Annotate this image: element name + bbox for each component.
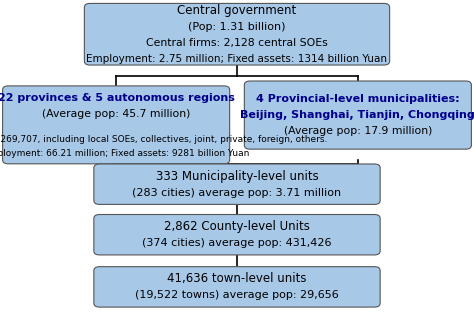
Text: (Pop: 1.31 billion): (Pop: 1.31 billion) xyxy=(188,22,286,32)
Text: 333 Municipality-level units: 333 Municipality-level units xyxy=(155,170,319,183)
FancyBboxPatch shape xyxy=(245,81,471,149)
Text: 22 provinces & 5 autonomous regions: 22 provinces & 5 autonomous regions xyxy=(0,93,235,103)
Text: Employment: 66.21 million; Fixed assets: 9281 billion Yuan: Employment: 66.21 million; Fixed assets:… xyxy=(0,149,249,157)
FancyBboxPatch shape xyxy=(94,267,380,307)
Text: 4 Provincial-level municipalities:: 4 Provincial-level municipalities: xyxy=(256,94,460,104)
Text: (374 cities) average pop: 431,426: (374 cities) average pop: 431,426 xyxy=(142,238,332,248)
Text: Employment: 2.75 million; Fixed assets: 1314 billion Yuan: Employment: 2.75 million; Fixed assets: … xyxy=(86,54,388,64)
FancyBboxPatch shape xyxy=(94,164,380,204)
FancyBboxPatch shape xyxy=(94,215,380,255)
Text: Central government: Central government xyxy=(177,4,297,17)
FancyBboxPatch shape xyxy=(2,86,229,164)
Text: (19,522 towns) average pop: 29,656: (19,522 towns) average pop: 29,656 xyxy=(135,290,339,300)
FancyBboxPatch shape xyxy=(84,3,390,65)
Text: Regional level firms: 269,707, including local SOEs, collectives, joint, private: Regional level firms: 269,707, including… xyxy=(0,135,328,143)
Text: Central firms: 2,128 central SOEs: Central firms: 2,128 central SOEs xyxy=(146,38,328,48)
Text: 41,636 town-level units: 41,636 town-level units xyxy=(167,272,307,285)
Text: 2,862 County-level Units: 2,862 County-level Units xyxy=(164,220,310,233)
Text: (Average pop: 17.9 million): (Average pop: 17.9 million) xyxy=(283,126,432,136)
Text: Beijing, Shanghai, Tianjin, Chongqing: Beijing, Shanghai, Tianjin, Chongqing xyxy=(240,110,474,120)
Text: (Average pop: 45.7 million): (Average pop: 45.7 million) xyxy=(42,109,191,119)
Text: (283 cities) average pop: 3.71 million: (283 cities) average pop: 3.71 million xyxy=(132,188,342,198)
